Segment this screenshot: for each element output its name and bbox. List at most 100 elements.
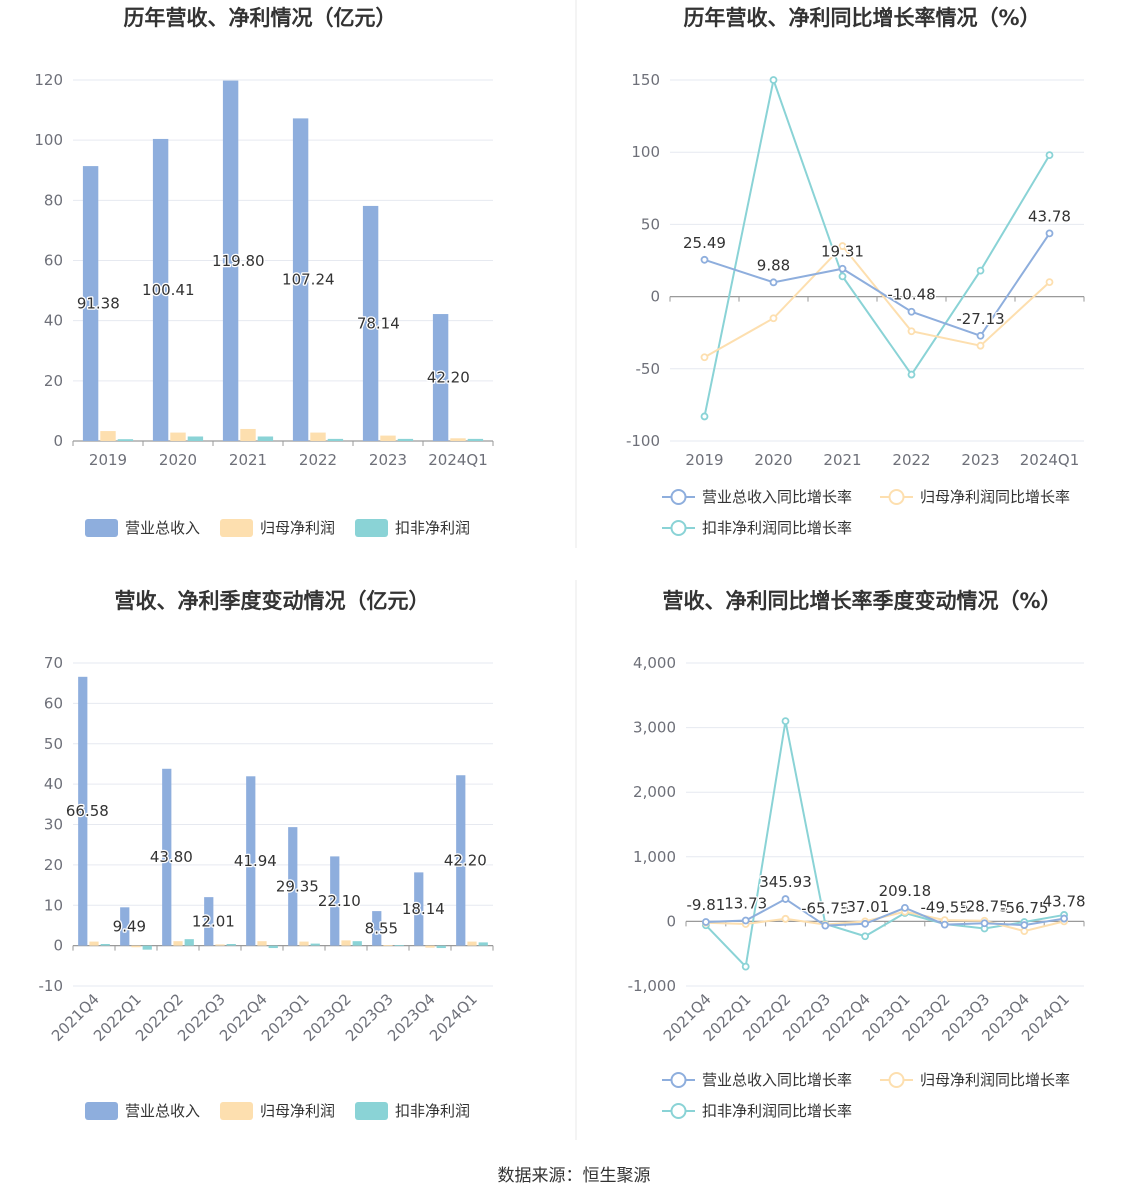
series-line [704,244,1051,359]
bar [288,827,298,946]
bar [310,943,320,946]
data-point [769,278,778,287]
y-tick-label: 20 [44,372,63,390]
x-tick-label: 2024Q1 [1020,451,1080,469]
legend-swatch [85,519,118,537]
y-tick-label: 3,000 [633,719,676,737]
legend-label: 营业总收入同比增长率 [702,1071,852,1089]
bar [170,432,186,441]
data-point [1045,151,1054,159]
bar [299,941,309,946]
data-point [1060,914,1068,923]
legend-marker [670,489,687,505]
bar [100,944,110,946]
y-tick-label: 20 [44,856,63,874]
y-tick-label: 2,000 [633,783,676,801]
bar [89,941,99,946]
x-tick-label: 2023 [369,451,407,469]
data-label: 25.49 [683,234,726,252]
data-point [781,717,790,726]
bar [257,941,267,946]
bar [467,438,484,441]
legend-marker [888,489,905,505]
bar [215,944,225,946]
y-tick-label: 120 [34,71,63,89]
bar [162,768,172,946]
y-tick-label: 0 [53,432,63,450]
data-label: -27.13 [956,310,1004,328]
data-label: 43.78 [1028,207,1071,225]
legend-label: 扣非净利润 [395,1102,470,1120]
data-point [861,932,869,941]
y-tick-label: 1,000 [633,848,676,866]
data-label: 78.14 [357,314,400,332]
data-point [821,921,830,930]
data-point [901,903,909,912]
bar [330,856,340,946]
y-tick-label: -1,000 [628,977,676,995]
data-label: 43.80 [150,848,193,866]
y-tick-label: 10 [44,896,63,914]
x-tick-label: 2024Q1 [428,451,488,469]
legend-swatch [220,1102,253,1120]
data-point [907,327,916,336]
legend-marker [670,520,687,536]
chart-panel-quarterly-growth: 营收、净利同比增长率季度变动情况（%） -1,000 0 1,000 2,000 3,00… [628,589,1087,1120]
data-point [907,307,916,316]
y-tick-label: -50 [636,360,661,378]
data-label: 100.41 [142,281,195,299]
data-label: 42.20 [444,851,487,869]
data-label: 345.93 [759,873,812,891]
y-tick-label: 30 [44,816,63,834]
legend-label: 营业总收入同比增长率 [702,488,852,506]
data-label: -65.75 [801,900,849,918]
bar [478,942,488,946]
bar [456,775,466,946]
bar [436,945,446,949]
legend-swatch [355,519,388,537]
data-label: 42.20 [427,369,470,387]
bar [204,897,214,946]
bar [82,166,99,441]
bar [450,438,466,441]
bar [257,436,274,441]
bar [142,945,152,950]
legend-label: 扣非净利润同比增长率 [702,1102,852,1120]
data-point [781,895,790,903]
legend-label: 归母净利润同比增长率 [920,488,1070,506]
y-tick-label: 0 [666,912,676,930]
data-label: 29.35 [276,877,319,895]
chart-title: 历年营收、净利同比增长率情况（%） [683,6,1040,30]
series-line [705,720,1065,969]
data-label: 19.31 [821,243,864,261]
data-label: 107.24 [282,271,335,289]
x-tick-label: 2023 [961,451,999,469]
series-line [705,897,1065,927]
bar [240,428,256,441]
x-tick-label: 2020 [159,451,197,469]
series-line [704,232,1051,337]
data-source: 数据来源：恒生聚源 [498,1166,651,1186]
y-tick-label: 40 [44,312,63,330]
data-label: 9.88 [757,256,790,274]
bar [78,676,88,946]
data-point [907,370,916,379]
data-point [702,918,710,926]
legend-marker [888,1072,905,1088]
bar [152,138,169,442]
y-tick-label: 50 [44,735,63,753]
bar [383,945,393,947]
data-point [1045,229,1054,238]
data-label: 22.10 [318,892,361,910]
bar [268,945,278,949]
y-tick-label: 60 [44,694,63,712]
data-label: 41.94 [234,852,277,870]
data-point [1020,927,1029,935]
bar [187,436,204,441]
y-tick-label: 100 [34,131,63,149]
legend-label: 营业总收入 [125,1102,200,1120]
legend-label: 归母净利润同比增长率 [920,1071,1070,1089]
data-label: -49.55 [921,899,969,917]
y-tick-label: 80 [44,191,63,209]
